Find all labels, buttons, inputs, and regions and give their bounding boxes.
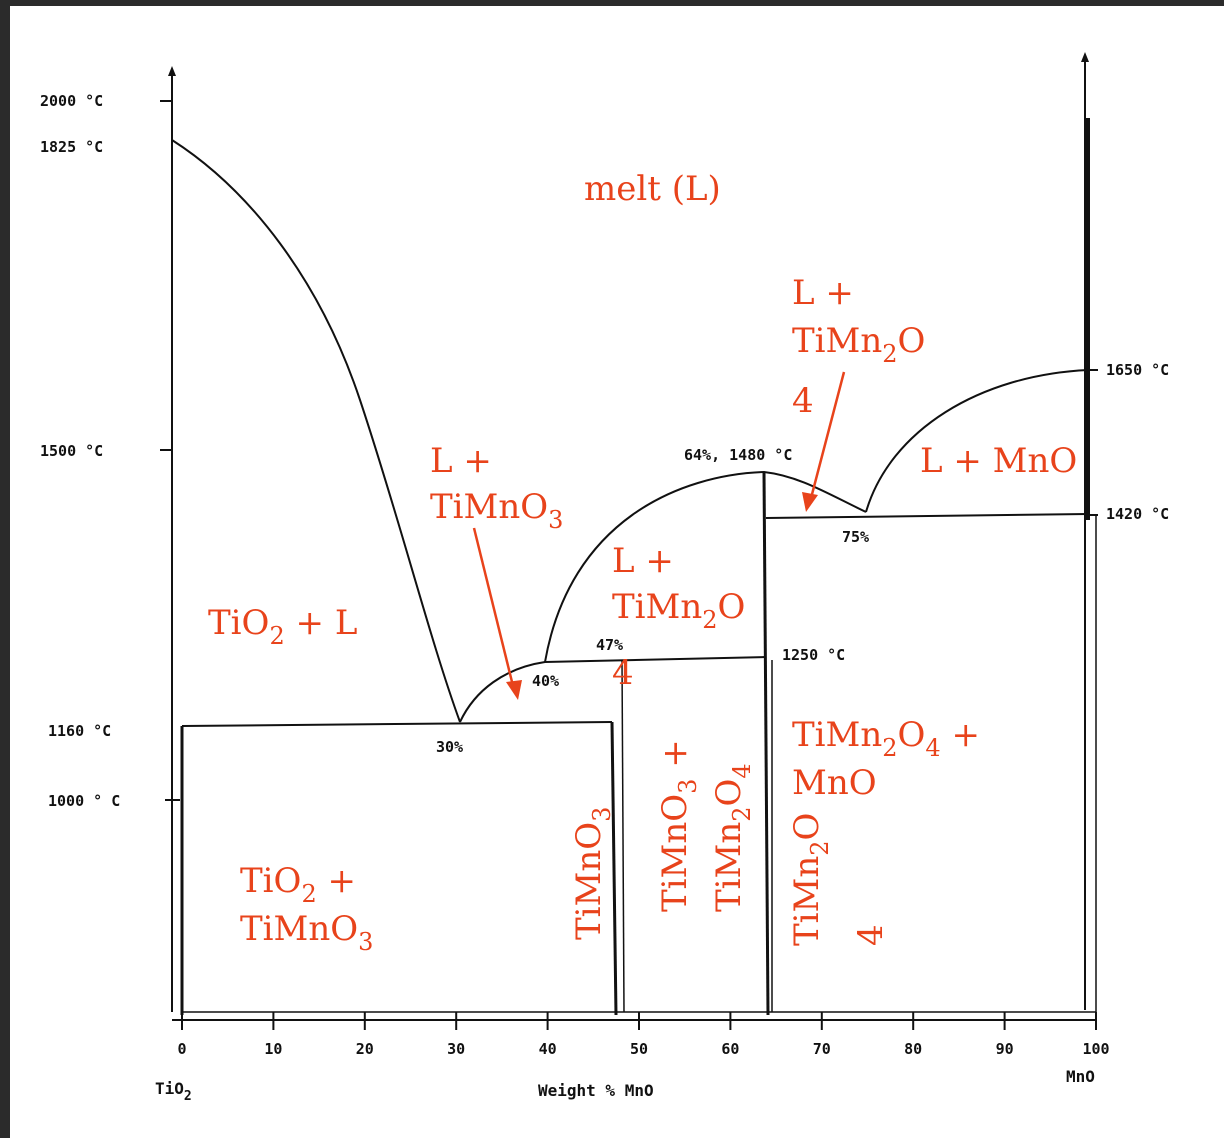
x-tick-label-80: 80	[904, 1040, 922, 1058]
temp-label-2000: 2000 °C	[40, 92, 103, 110]
phase-diagram: 2000 °C 1825 °C 1500 °C 1160 °C 1000 ° C…	[40, 52, 1169, 1104]
arrow-l-timn2o4-head	[802, 492, 818, 512]
phase-l-timn2o4-high-line3: 4	[792, 381, 814, 421]
arrow-l-timn2o4	[808, 371, 846, 503]
phase-l-timn2o4-high-line1: L +	[792, 273, 854, 313]
timno3-line	[610, 721, 618, 1016]
x-tick-label-30: 30	[447, 1040, 465, 1058]
phase-l-timno3-line2: TiMnO3	[430, 487, 563, 534]
eutectic-75-label: 75%	[842, 528, 869, 546]
timno3-right-line	[621, 659, 625, 1013]
liquidus-timn2o4	[544, 470, 867, 663]
liquidus-tio2	[171, 139, 461, 723]
eutectic-30-label: 30%	[436, 738, 463, 756]
right-axis-arrow	[1081, 52, 1089, 62]
timn2o4-line	[762, 471, 770, 1016]
phase-timn2o4-mno-line1: TiMn2O4 +	[792, 715, 980, 762]
peritectic-line-1250	[544, 656, 767, 663]
phase-l-timno3-line1: L +	[430, 441, 492, 481]
max-64-label: 64%, 1480 °C	[684, 446, 792, 464]
phase-timno3: TiMnO3	[569, 807, 616, 940]
temp-label-1250: 1250 °C	[782, 646, 845, 664]
arrow-l-timno3	[472, 527, 516, 691]
temp-label-1825: 1825 °C	[40, 138, 103, 156]
left-component-label: TiO2	[155, 1079, 192, 1104]
phase-l-timn2o4-low-line1: L +	[612, 541, 674, 581]
phase-tio2-timno3-line2: TiMnO3	[240, 909, 373, 956]
phase-timn2o4-vertical-sub: 4	[851, 924, 891, 946]
x-tick-label-40: 40	[539, 1040, 557, 1058]
phase-melt: melt (L)	[584, 169, 721, 209]
x-tick-label-90: 90	[996, 1040, 1014, 1058]
phase-tio2-timno3-line1: TiO2 +	[240, 861, 356, 908]
liquidus-mno	[865, 369, 1089, 513]
x-tick-label-60: 60	[721, 1040, 739, 1058]
x-tick-label-20: 20	[356, 1040, 374, 1058]
phase-l-timn2o4-low-line2: TiMn2O	[612, 587, 745, 634]
phase-l-timn2o4-high-line2: TiMn2O	[792, 321, 925, 368]
liquidus-curves	[171, 139, 1089, 723]
phase-l-timn2o4-low-line3: 4	[612, 653, 634, 693]
phase-tio2-l: TiO2 + L	[208, 603, 357, 650]
annotation-arrows	[472, 371, 846, 700]
eutectic-line-1160	[181, 721, 613, 727]
x-tick-labels: 0 10 20 30 40 50 60 70 80 90 100	[177, 1040, 1109, 1058]
phase-l-mno: L + MnO	[920, 441, 1077, 481]
x-tick-label-100: 100	[1082, 1040, 1109, 1058]
arrow-l-timno3-head	[506, 680, 522, 700]
x-tick-label-70: 70	[813, 1040, 831, 1058]
x-tick-label-0: 0	[177, 1040, 186, 1058]
phase-timn2o4-vertical: TiMn2O	[787, 813, 834, 946]
phase-timno3-timn2o4-line1: TiMnO3 +	[655, 739, 702, 912]
x-axis-title: Weight % MnO	[538, 1081, 654, 1100]
left-axis-arrow	[168, 66, 176, 76]
liquidus-timno3	[459, 661, 546, 723]
temp-label-1160: 1160 °C	[48, 722, 111, 740]
x-tick-label-10: 10	[264, 1040, 282, 1058]
temp-label-1500: 1500 °C	[40, 442, 103, 460]
eutectic-line-1420	[765, 513, 1089, 519]
phase-boundaries	[180, 471, 1097, 1016]
phase-timno3-timn2o4-line2: TiMn2O4	[709, 763, 756, 912]
point-47-label: 47%	[596, 636, 623, 654]
page: 2000 °C 1825 °C 1500 °C 1160 °C 1000 ° C…	[10, 6, 1224, 1138]
temp-label-1650: 1650 °C	[1106, 361, 1169, 379]
phase-timn2o4-mno-line2: MnO	[792, 763, 877, 803]
temp-label-1420: 1420 °C	[1106, 505, 1169, 523]
point-40-label: 40%	[532, 672, 559, 690]
temp-label-1000: 1000 ° C	[48, 792, 120, 810]
right-component-label: MnO	[1066, 1067, 1095, 1086]
x-tick-label-50: 50	[630, 1040, 648, 1058]
